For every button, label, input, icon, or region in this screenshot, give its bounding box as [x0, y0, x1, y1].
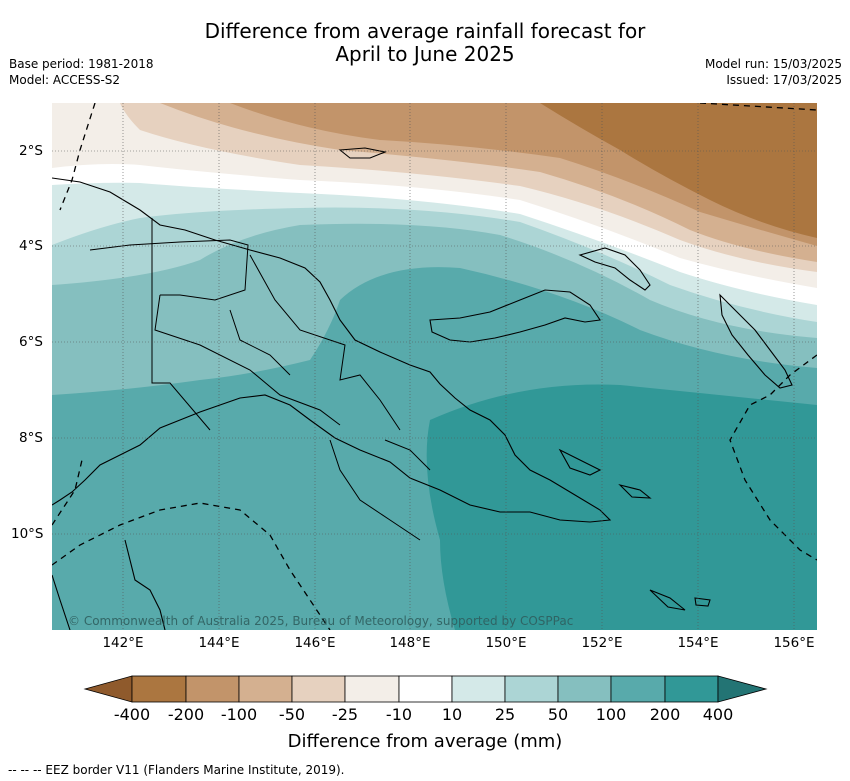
issued-date: Issued: 17/03/2025: [726, 73, 842, 87]
run-info: Model run: 15/03/2025 Issued: 17/03/2025: [705, 56, 842, 88]
lon-tick: 154°E: [677, 635, 719, 651]
lat-tick: 4°S: [19, 238, 43, 254]
colorbar-label: 10: [441, 705, 463, 724]
colorbar-arrow-low: [83, 675, 133, 703]
base-info: Base period: 1981-2018 Model: ACCESS-S2: [9, 56, 154, 88]
colorbar-swatch-8: [504, 675, 559, 703]
coastlines: [52, 147, 793, 630]
colorbar-swatch-2: [185, 675, 240, 703]
copyright-notice: © Commonwealth of Australia 2025, Bureau…: [68, 614, 574, 628]
colorbar-title: Difference from average (mm): [287, 731, 563, 752]
lon-tick: 156°E: [773, 635, 815, 651]
colorbar-label: -25: [331, 705, 359, 724]
colorbar-label: 25: [494, 705, 516, 724]
colorbar-label: 100: [595, 705, 627, 724]
new-guinea-coast: [52, 177, 612, 523]
lat-tick: 8°S: [19, 430, 43, 446]
colorbar-swatch-4: [291, 675, 346, 703]
colorbar-swatch-6: [398, 675, 453, 703]
colorbar-swatch-5: [344, 675, 400, 703]
gridlines: [52, 103, 817, 630]
colorbar-swatch-1: [131, 675, 187, 703]
colorbar-label: -100: [220, 705, 258, 724]
bougainville-coast: [719, 293, 793, 389]
base-period: Base period: 1981-2018: [9, 57, 154, 71]
australia-coast: [52, 539, 166, 630]
colorbar-label: -400: [113, 705, 151, 724]
lat-tick: 6°S: [19, 334, 43, 350]
colorbar-label: 200: [649, 705, 681, 724]
new-britain-coast: [429, 289, 601, 343]
colorbar-label: -200: [167, 705, 205, 724]
title-line-1: Difference from average rainfall forecas…: [204, 19, 646, 43]
islands-east: [558, 448, 711, 611]
lon-tick: 150°E: [485, 635, 527, 651]
colorbar-label: -50: [278, 705, 306, 724]
model-run-date: Model run: 15/03/2025: [704, 57, 842, 71]
colorbar-swatch-10: [610, 675, 666, 703]
colorbar-arrow-high: [717, 675, 768, 703]
colorbar-label: -10: [385, 705, 413, 724]
eez-legend: -- -- -- EEZ border V11 (Flanders Marine…: [8, 763, 345, 777]
colorbar-swatch-9: [557, 675, 612, 703]
colorbar-swatch-3: [238, 675, 293, 703]
eez-borders: [52, 103, 817, 630]
lon-tick: 148°E: [389, 635, 431, 651]
band-minus400-minus200: [540, 103, 817, 238]
model-name: Model: ACCESS-S2: [9, 73, 121, 87]
map-title: Difference from average rainfall forecas…: [0, 20, 850, 66]
lat-tick: 10°S: [11, 526, 44, 542]
colorbar: [83, 675, 768, 703]
title-line-2: April to June 2025: [335, 42, 515, 66]
new-ireland-coast: [578, 247, 651, 291]
lon-tick: 144°E: [198, 635, 240, 651]
colorbar-label: 400: [702, 705, 734, 724]
manus-coast: [338, 147, 387, 159]
colorbar-swatch-7: [451, 675, 506, 703]
lon-tick: 142°E: [102, 635, 144, 651]
lon-tick: 146°E: [294, 635, 336, 651]
lon-tick: 152°E: [581, 635, 623, 651]
colorbar-label: 50: [547, 705, 569, 724]
lat-tick: 2°S: [19, 143, 43, 159]
provincial-borders: [89, 218, 431, 541]
map-plot-area: [52, 103, 817, 630]
colorbar-swatch-11: [664, 675, 719, 703]
